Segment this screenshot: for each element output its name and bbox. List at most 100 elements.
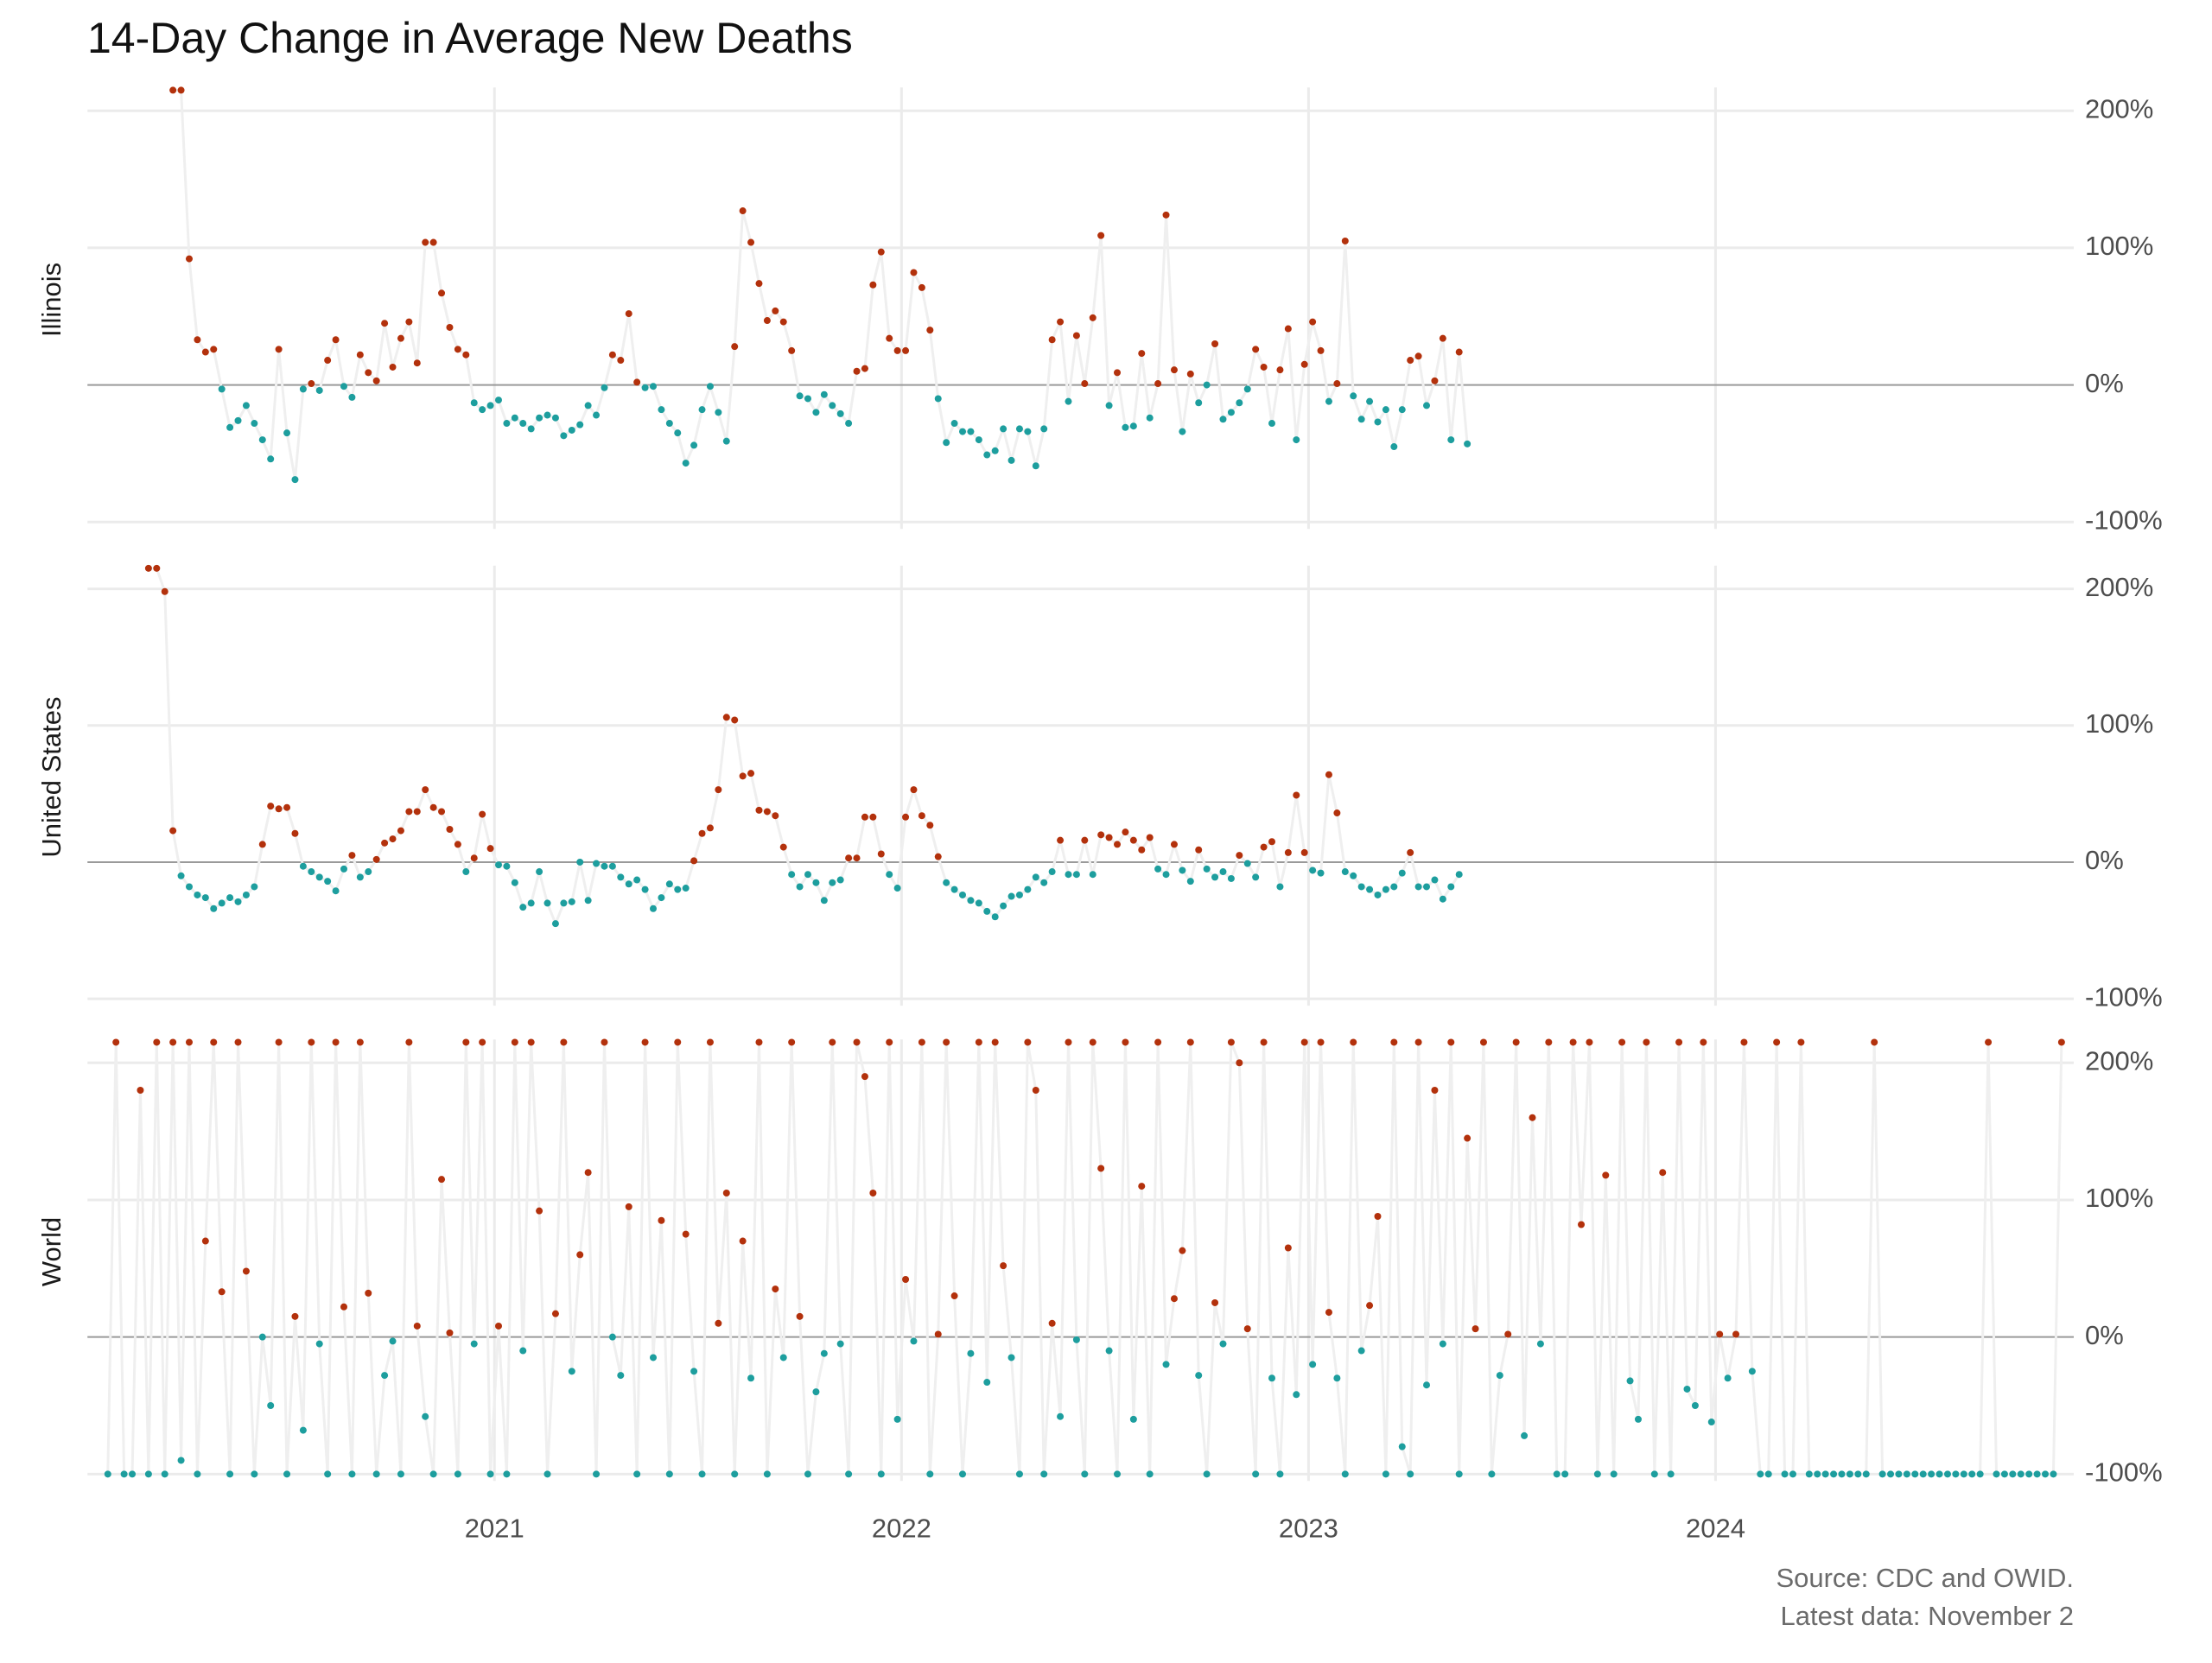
data-point [1821,1470,1829,1478]
data-point [486,1470,494,1478]
data-point [926,1470,934,1478]
data-point [1309,866,1317,874]
data-point [1650,1470,1658,1478]
data-point [1805,1470,1813,1478]
data-point [1814,1470,1821,1478]
data-point [438,808,446,816]
data-point [1447,436,1455,444]
data-point [104,1470,111,1478]
data-point [1032,1086,1039,1094]
data-point [267,803,275,810]
y-tick-label: 200% [2085,572,2153,602]
data-point [779,318,787,326]
data-point [877,1470,885,1478]
data-point [665,420,673,428]
data-point [731,716,739,724]
data-point [1878,1470,1886,1478]
data-point [389,1337,397,1345]
data-point [161,1470,168,1478]
data-point [1309,1361,1317,1368]
data-point [934,853,942,860]
data-point [584,897,592,904]
data-point [772,1285,779,1293]
data-point [617,357,625,365]
data-point [1333,809,1341,817]
data-point [1146,1470,1154,1478]
data-point [299,1426,307,1434]
data-point [950,885,958,893]
x-tick-label: 2024 [1686,1514,1745,1544]
data-point [788,346,796,354]
data-point [494,861,502,869]
data-point [1032,873,1039,881]
data-point [1366,397,1374,405]
data-point [812,1388,820,1396]
data-point [853,854,861,862]
data-point [983,907,991,915]
data-point [1659,1169,1667,1177]
data-point [340,865,347,873]
data-point [1414,352,1422,360]
data-point [486,845,494,853]
data-point [1586,1038,1593,1046]
data-point [519,904,527,911]
data-point [877,850,885,858]
data-point [511,414,518,422]
data-point [593,411,601,419]
data-point [446,323,454,331]
data-point [601,862,608,870]
data-point [1781,1470,1789,1478]
data-point [185,255,193,263]
data-point [527,1038,535,1046]
series-line [106,1041,2063,1476]
data-point [1293,436,1300,444]
data-point [869,1190,877,1197]
data-point [763,317,771,325]
data-point [422,1412,429,1420]
data-point [950,420,958,428]
data-point [568,1368,575,1375]
data-point [169,827,177,835]
data-point [1081,836,1089,844]
data-point [1325,397,1332,405]
data-point [593,860,601,867]
data-point [975,899,982,907]
data-point [527,899,535,907]
data-point [275,805,283,813]
data-point [1928,1470,1936,1478]
data-point [1675,1038,1683,1046]
data-point [275,346,283,353]
data-point [251,1470,258,1478]
data-point [1716,1330,1724,1338]
data-point [886,1038,893,1046]
data-point [1488,1470,1496,1478]
data-point [1366,885,1374,893]
data-point [1300,360,1308,368]
data-point [902,1275,910,1283]
data-point [372,1470,380,1478]
data-point [1838,1470,1846,1478]
data-point [258,436,266,444]
data-point [242,402,250,409]
data-point [1105,1347,1113,1355]
data-point [1089,1038,1096,1046]
data-point [129,1470,137,1478]
data-point [641,1038,649,1046]
data-point [210,904,218,912]
data-point [454,841,461,848]
data-point [470,399,478,407]
data-point [1366,1302,1374,1310]
data-point [755,806,763,814]
data-point [454,346,461,353]
data-point [1154,1038,1162,1046]
data-point [169,1038,177,1046]
data-point [2057,1038,2065,1046]
data-point [1227,874,1235,882]
data-point [1000,902,1007,910]
data-point [153,1038,161,1046]
data-point [1276,1470,1284,1478]
data-point [665,1470,673,1478]
data-point [633,876,641,884]
data-point [772,812,779,820]
data-point [1260,843,1268,851]
